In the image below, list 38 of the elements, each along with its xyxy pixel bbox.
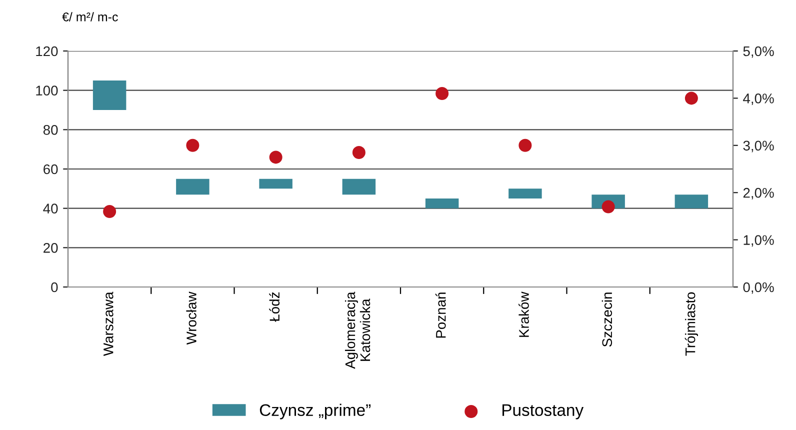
x-tick-label: Szczecin bbox=[602, 292, 612, 347]
bar bbox=[425, 198, 459, 208]
y2-tick-label: 2,0% bbox=[743, 188, 774, 200]
legend-label: Pustostany bbox=[502, 404, 584, 420]
point bbox=[352, 146, 366, 159]
y-axis-title: €/ m²/ m-c bbox=[62, 12, 118, 22]
y2-tick-label: 3,0% bbox=[743, 140, 774, 152]
point bbox=[103, 204, 116, 218]
x-tick-label: Łódź bbox=[269, 292, 280, 322]
y2-tick-label: 1,0% bbox=[744, 235, 774, 247]
bar bbox=[259, 178, 292, 189]
y-tick-label: 60 bbox=[44, 164, 58, 174]
y2-tick-label: 0,0% bbox=[743, 282, 774, 294]
bar bbox=[342, 178, 376, 195]
y-tick-label: 100 bbox=[36, 86, 58, 96]
bar bbox=[92, 80, 126, 110]
x-tick-label: Aglomeracja Katowicka bbox=[344, 292, 370, 369]
y2-tick-label: 4,0% bbox=[743, 94, 774, 106]
x-tick-label: Trójmiasto bbox=[684, 292, 698, 356]
legend-label: Czynsz „prime” bbox=[260, 404, 371, 420]
point bbox=[684, 92, 698, 105]
y-tick-label: 20 bbox=[44, 243, 58, 253]
y-tick-label: 120 bbox=[36, 46, 58, 56]
point bbox=[518, 138, 532, 152]
x-tick-label: Kraków bbox=[518, 292, 529, 337]
x-tick-label: Wrocław bbox=[186, 292, 196, 345]
y2-tick-label: 5,0% bbox=[743, 46, 774, 58]
y-tick-label: 40 bbox=[43, 204, 58, 214]
bar bbox=[176, 178, 210, 195]
point bbox=[436, 86, 449, 100]
point bbox=[186, 138, 200, 152]
bar bbox=[508, 188, 542, 198]
x-tick-label: Poznań bbox=[435, 292, 446, 338]
y-tick-label: 80 bbox=[43, 125, 58, 135]
bar bbox=[674, 194, 708, 208]
y-tick-label: 0 bbox=[51, 282, 58, 292]
x-tick-label: Warszawa bbox=[104, 292, 114, 356]
point bbox=[269, 150, 282, 164]
